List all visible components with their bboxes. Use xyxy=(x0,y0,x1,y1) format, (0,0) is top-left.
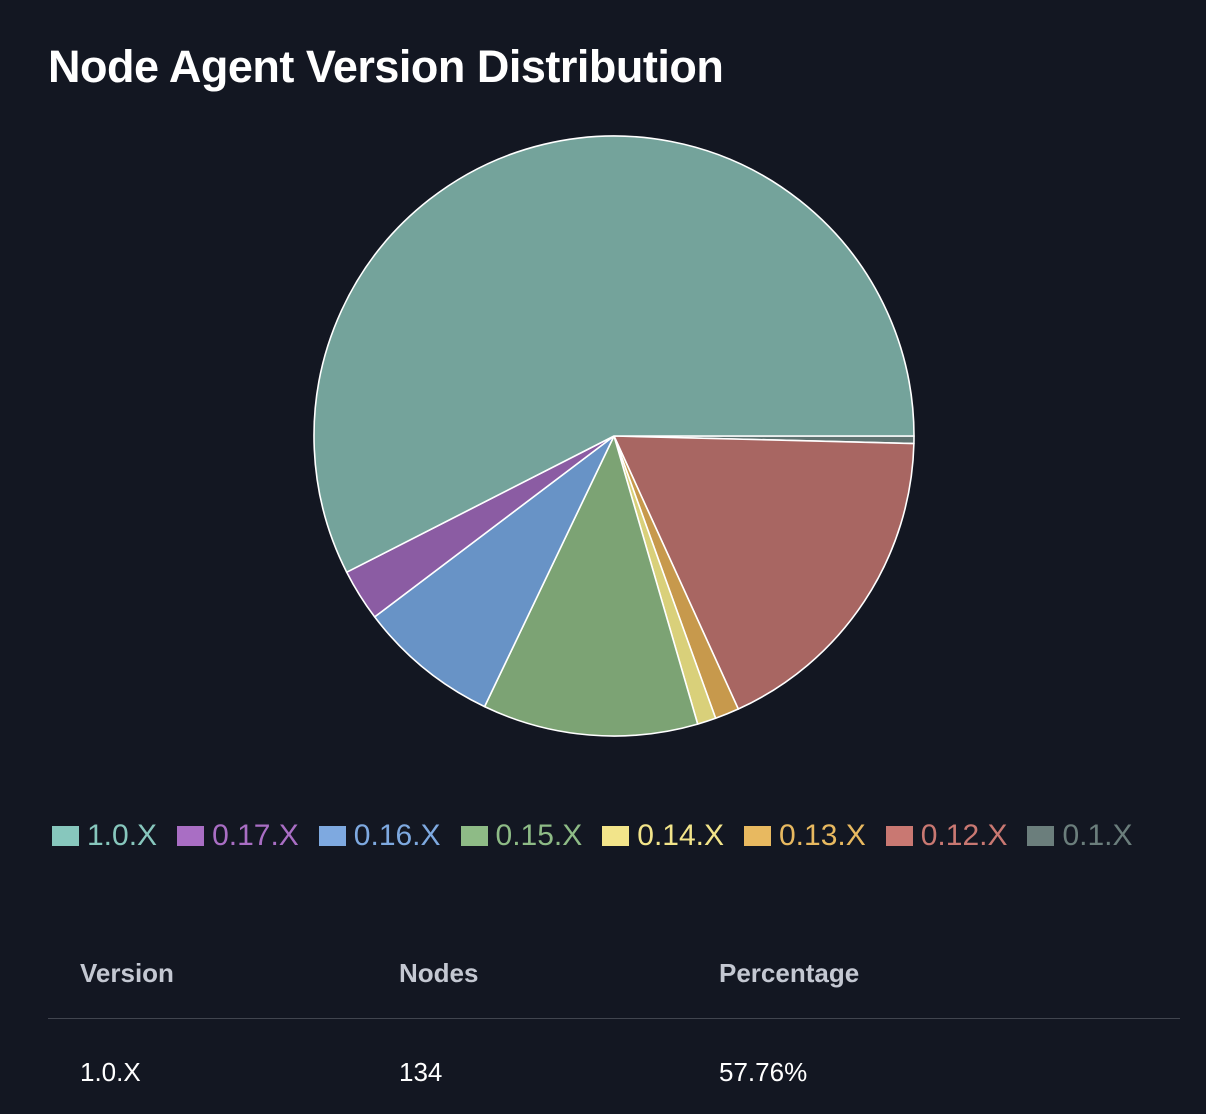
cell-percentage: 57.76% xyxy=(719,1056,808,1087)
pie-slice-0-16-x[interactable] xyxy=(373,435,615,708)
legend-swatch xyxy=(460,826,488,846)
legend-item-0-1-x[interactable]: 0.1.X xyxy=(1027,813,1133,859)
card-title: Node Agent Version Distribution xyxy=(48,41,724,92)
legend-swatch xyxy=(177,826,205,846)
cell-nodes: 134 xyxy=(399,1056,443,1087)
legend-item-1-0-x[interactable]: 1.0.X xyxy=(52,813,157,859)
pie-chart xyxy=(313,135,915,737)
legend-swatch xyxy=(1027,826,1055,846)
legend-item-0-17-x[interactable]: 0.17.X xyxy=(177,813,299,859)
legend-swatch xyxy=(318,826,346,846)
legend-label: 1.0.X xyxy=(87,819,158,852)
pie-slices xyxy=(313,135,915,737)
legend-label: 0.15.X xyxy=(495,819,583,852)
legend-item-0-15-x[interactable]: 0.15.X xyxy=(460,813,583,859)
legend-label: 0.17.X xyxy=(212,819,299,852)
pie-slice-0-15-x[interactable] xyxy=(483,435,699,737)
legend-item-0-13-x[interactable]: 0.13.X xyxy=(744,813,866,859)
table-header-row: Version Nodes Percentage xyxy=(48,928,1180,1019)
chart-legend: 1.0.X 0.17.X 0.16.X 0.15.X 0.14.X 0.13.X 0.12.… xyxy=(52,813,1153,859)
legend-swatch xyxy=(52,826,79,846)
column-header-nodes[interactable]: Nodes xyxy=(399,957,479,988)
version-table: Version Nodes Percentage 1.0.X 134 57.76… xyxy=(48,928,1180,1114)
legend-label: 0.1.X xyxy=(1062,819,1133,852)
legend-swatch xyxy=(602,826,630,846)
legend-item-0-12-x[interactable]: 0.12.X xyxy=(885,813,1008,859)
column-header-version[interactable]: Version xyxy=(80,957,174,988)
legend-label: 0.16.X xyxy=(353,819,441,852)
cell-version: 1.0.X xyxy=(80,1056,141,1087)
legend-label: 0.12.X xyxy=(920,819,1008,852)
pie-slice-1-0-x[interactable] xyxy=(313,135,915,573)
legend-swatch xyxy=(885,826,913,846)
legend-swatch xyxy=(744,826,771,846)
legend-label: 0.14.X xyxy=(637,819,724,852)
legend-label: 0.13.X xyxy=(779,819,866,852)
column-header-percentage[interactable]: Percentage xyxy=(719,957,860,988)
legend-item-0-14-x[interactable]: 0.14.X xyxy=(602,813,724,859)
table-row: 1.0.X 134 57.76% xyxy=(48,1019,1180,1114)
pie-slice-0-12-x[interactable] xyxy=(613,435,915,710)
legend-item-0-16-x[interactable]: 0.16.X xyxy=(318,813,441,859)
